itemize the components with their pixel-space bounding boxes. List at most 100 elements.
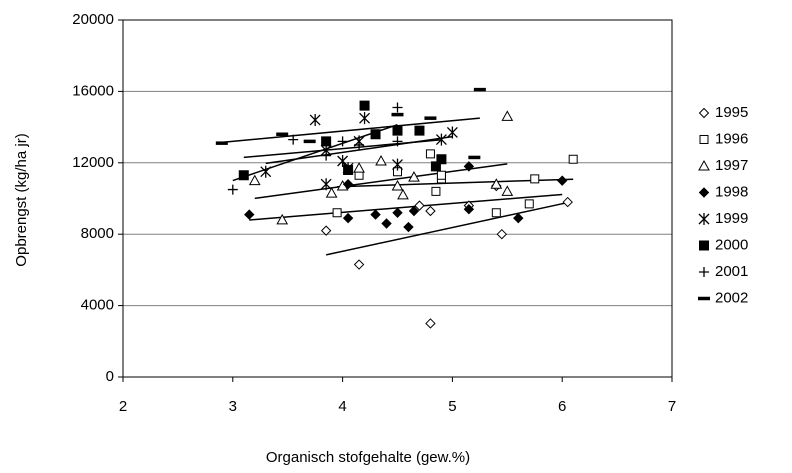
marker bbox=[496, 228, 508, 240]
trendline bbox=[243, 139, 442, 159]
marker bbox=[562, 196, 573, 208]
marker bbox=[463, 161, 475, 172]
legend-label: 1998 bbox=[715, 183, 748, 200]
marker bbox=[337, 136, 348, 147]
marker bbox=[513, 212, 524, 224]
marker bbox=[227, 184, 238, 195]
marker bbox=[397, 188, 409, 200]
marker bbox=[248, 174, 261, 186]
marker bbox=[337, 155, 349, 168]
marker bbox=[425, 205, 436, 217]
x-axis-label: Organisch stofgehalte (gew.%) bbox=[266, 449, 470, 466]
y-tick-label: 8000 bbox=[81, 225, 114, 242]
marker bbox=[392, 102, 403, 113]
legend-marker bbox=[698, 159, 710, 171]
marker bbox=[370, 129, 381, 140]
marker bbox=[501, 110, 514, 121]
legend-label: 1997 bbox=[715, 157, 748, 174]
marker bbox=[359, 100, 370, 111]
x-tick-label: 4 bbox=[338, 398, 346, 415]
marker bbox=[320, 178, 332, 191]
marker bbox=[244, 209, 255, 220]
legend-marker bbox=[698, 107, 710, 119]
y-tick-label: 16000 bbox=[72, 82, 114, 99]
marker bbox=[408, 205, 420, 217]
marker bbox=[392, 207, 403, 218]
marker bbox=[501, 185, 514, 196]
marker bbox=[370, 209, 381, 220]
y-tick-label: 12000 bbox=[72, 154, 114, 171]
marker bbox=[431, 186, 441, 196]
trendline bbox=[232, 123, 398, 182]
legend-marker bbox=[698, 187, 710, 198]
marker bbox=[359, 112, 371, 125]
x-tick-label: 5 bbox=[448, 398, 456, 415]
legend-label: 2001 bbox=[715, 263, 748, 280]
marker bbox=[353, 162, 365, 173]
marker bbox=[392, 125, 403, 136]
marker bbox=[392, 136, 403, 147]
marker bbox=[530, 174, 540, 184]
marker bbox=[321, 136, 332, 147]
x-tick-label: 2 bbox=[119, 398, 127, 415]
legend-label: 2002 bbox=[715, 289, 748, 306]
marker bbox=[491, 208, 501, 218]
marker bbox=[342, 212, 354, 224]
trendline bbox=[249, 193, 563, 221]
plot-area bbox=[122, 19, 673, 378]
legend: 1995 1996 1997 1998 1999 2000 2001 2002 bbox=[698, 104, 748, 306]
marker bbox=[463, 204, 475, 215]
legend-label: 2000 bbox=[715, 236, 748, 253]
marker bbox=[568, 154, 578, 164]
x-tick-label: 3 bbox=[229, 398, 237, 415]
legend-label: 1996 bbox=[715, 130, 748, 147]
legend-marker bbox=[698, 213, 710, 225]
marker bbox=[353, 259, 365, 270]
marker bbox=[238, 170, 249, 181]
y-axis-label: Opbrengst (kg/ha jr) bbox=[13, 133, 30, 266]
marker bbox=[309, 113, 321, 126]
marker bbox=[343, 164, 354, 175]
marker bbox=[414, 200, 425, 211]
marker bbox=[436, 154, 447, 165]
marker bbox=[276, 213, 289, 225]
legend-marker bbox=[699, 135, 709, 144]
marker bbox=[288, 134, 299, 145]
marker bbox=[490, 178, 503, 189]
trendline bbox=[325, 201, 568, 256]
marker bbox=[446, 126, 458, 139]
y-tick-label: 20000 bbox=[72, 11, 114, 28]
marker bbox=[381, 218, 392, 229]
legend-marker bbox=[699, 240, 709, 251]
marker bbox=[414, 125, 425, 136]
legend-label: 1999 bbox=[715, 210, 748, 227]
trendline bbox=[221, 117, 480, 144]
marker bbox=[425, 318, 436, 329]
marker bbox=[403, 221, 414, 233]
marker bbox=[321, 150, 332, 161]
marker bbox=[260, 165, 272, 178]
marker bbox=[408, 171, 420, 182]
marker bbox=[325, 187, 338, 198]
marker bbox=[436, 170, 446, 180]
y-tick-label: 0 bbox=[106, 368, 114, 385]
marker bbox=[354, 139, 365, 150]
marker bbox=[393, 167, 402, 177]
y-tick-label: 4000 bbox=[81, 297, 114, 314]
marker bbox=[391, 179, 404, 191]
legend-label: 1995 bbox=[715, 104, 748, 121]
trendline bbox=[254, 163, 508, 200]
x-tick-label: 7 bbox=[668, 398, 676, 415]
marker bbox=[524, 199, 534, 209]
x-tick-label: 6 bbox=[558, 398, 566, 415]
marker bbox=[556, 175, 568, 186]
marker bbox=[375, 154, 387, 166]
marker bbox=[342, 179, 354, 190]
marker bbox=[320, 225, 332, 236]
marker bbox=[435, 133, 447, 146]
marker bbox=[392, 158, 403, 171]
marker bbox=[332, 208, 342, 218]
marker bbox=[425, 149, 435, 159]
legend-marker bbox=[699, 267, 709, 277]
